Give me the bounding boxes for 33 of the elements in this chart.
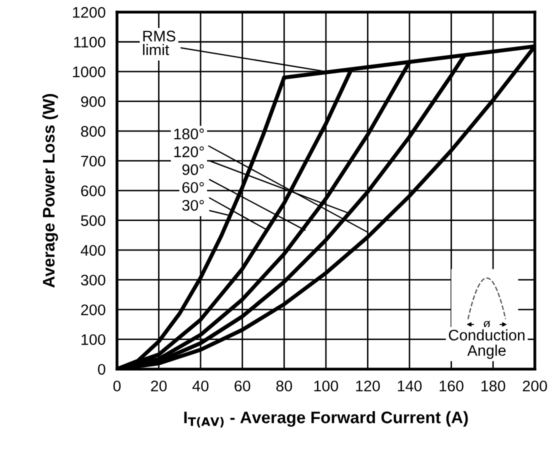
x-tick-label: 20 <box>151 380 167 392</box>
annotation: 120° <box>174 146 204 158</box>
x-tick-label: 180 <box>481 380 506 392</box>
y-tick-label: 100 <box>82 334 106 346</box>
y-tick-label: 600 <box>81 185 106 196</box>
y-axis-title: Average Power Loss (W) <box>42 94 58 288</box>
x-tick-label: 0 <box>113 380 121 392</box>
y-tick-label: 500 <box>81 215 106 226</box>
y-tick-label: 1100 <box>74 36 106 48</box>
y-tick-label: 800 <box>81 126 106 137</box>
x-tick-label: 100 <box>314 380 338 392</box>
y-tick-label: 200 <box>81 304 106 316</box>
y-tick-label: 900 <box>81 96 106 108</box>
y-tick-label: 0 <box>98 364 106 375</box>
annotation: 90° <box>182 164 204 176</box>
x-axis-title: I$_{T(AV)}$ - Average Forward Current (A) <box>184 411 468 428</box>
y-tick-label: 700 <box>81 156 106 167</box>
y-tick-label: 400 <box>80 244 106 256</box>
x-tick-label: 200 <box>522 380 547 392</box>
x-tick-label: 40 <box>192 380 208 392</box>
y-tick-label: 300 <box>80 274 106 286</box>
x-tick-label: 80 <box>276 380 292 392</box>
annotation: Conduction Angle <box>448 329 524 359</box>
y-tick-label: 1200 <box>73 6 106 18</box>
annotation: 30° <box>182 200 204 211</box>
x-tick-label: 60 <box>234 380 250 392</box>
y-tick-label: 1000 <box>73 66 106 78</box>
annotation: 60° <box>182 182 204 193</box>
x-tick-label: 140 <box>398 380 422 392</box>
annotation: RMS limit <box>143 30 176 56</box>
x-tick-label: 120 <box>356 380 380 392</box>
x-tick-label: 160 <box>440 380 464 392</box>
annotation: 180° <box>174 128 204 140</box>
